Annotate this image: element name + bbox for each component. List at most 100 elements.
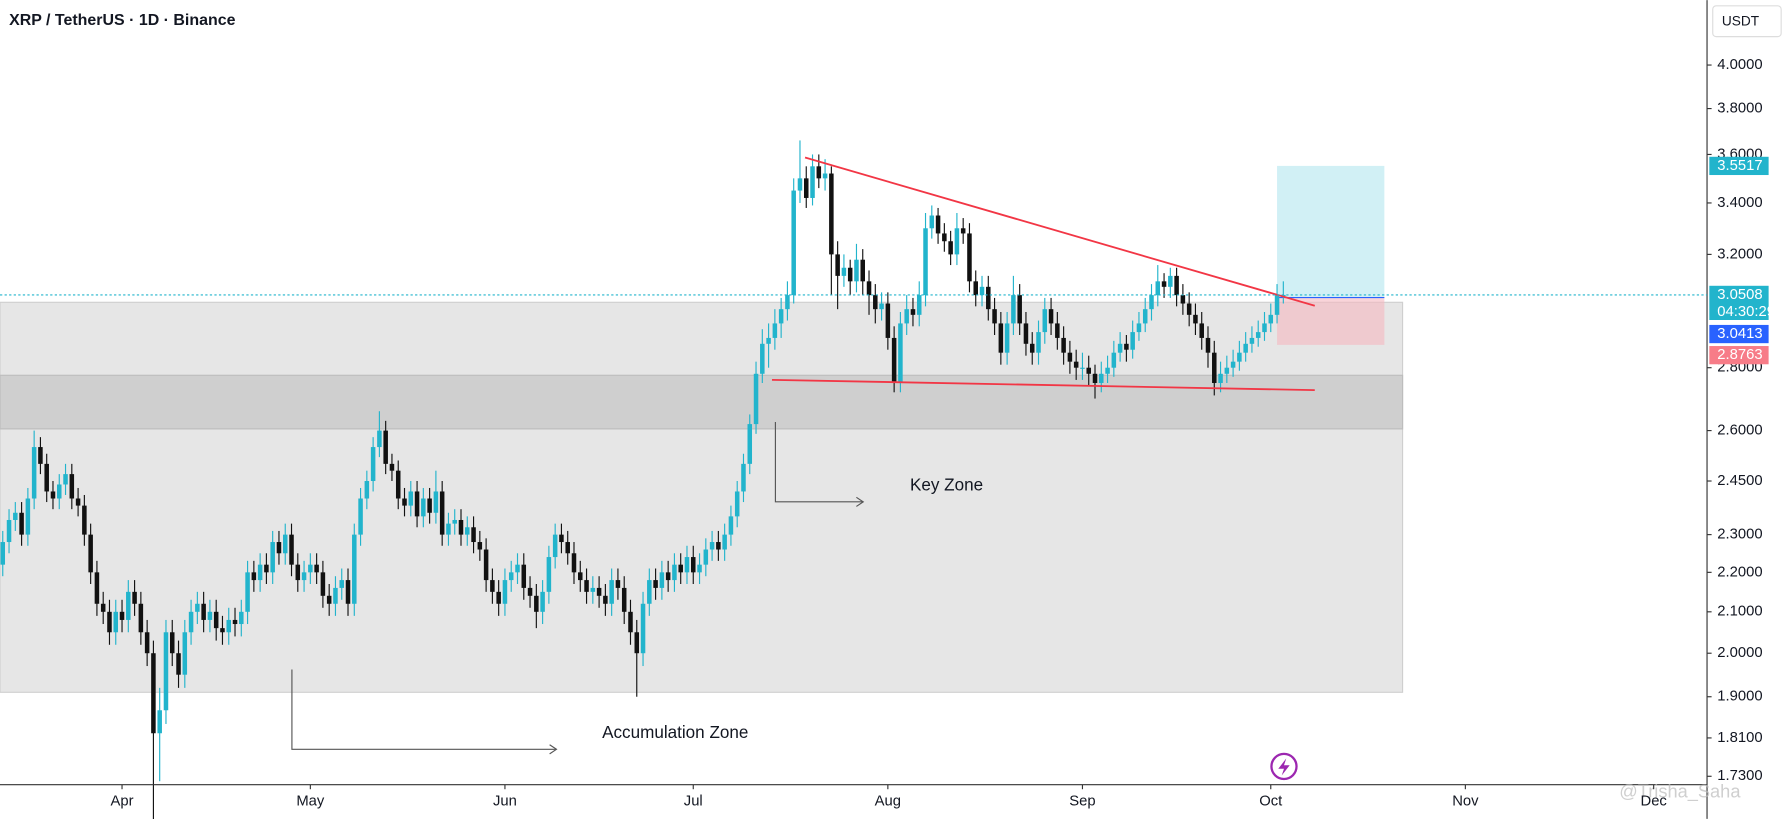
candle-body xyxy=(967,233,972,282)
candle-body xyxy=(465,527,470,535)
candle-body xyxy=(257,564,263,581)
candle-body xyxy=(345,580,351,604)
candle-body xyxy=(948,241,953,255)
candle-body xyxy=(50,491,56,499)
candle-body xyxy=(747,424,753,464)
candle-body xyxy=(835,254,840,276)
stop-zone xyxy=(1277,297,1385,345)
y-tick-label: 4.0000 xyxy=(1717,57,1762,73)
candle-body xyxy=(213,611,219,629)
candle-body xyxy=(879,303,884,310)
candle-body xyxy=(973,281,978,296)
candle-body xyxy=(75,498,81,506)
candle-body xyxy=(19,512,24,535)
candle-body xyxy=(6,519,12,543)
candle-body xyxy=(1042,309,1048,333)
candle-body xyxy=(596,587,602,596)
candle-body xyxy=(590,587,596,592)
candle-body xyxy=(678,564,683,573)
candle-body xyxy=(471,527,476,543)
candle-body xyxy=(169,632,175,654)
candle-body xyxy=(860,259,866,282)
candle-body xyxy=(1205,337,1211,353)
candle-body xyxy=(1186,303,1192,315)
y-tick-label: 1.7300 xyxy=(1717,768,1762,784)
candle-body xyxy=(1105,367,1110,374)
candle-body xyxy=(1262,323,1267,333)
candle-body xyxy=(1218,373,1223,383)
candle-body xyxy=(176,653,181,675)
watermark: @Trisha_Saha xyxy=(1619,780,1741,802)
candle-body xyxy=(929,215,935,229)
candle-body xyxy=(483,549,489,581)
candle-body xyxy=(245,572,250,612)
price-tag-label: 3.0413 xyxy=(1717,326,1762,342)
candle-body xyxy=(364,481,370,499)
candle-body xyxy=(772,323,778,338)
candle-body xyxy=(854,259,859,282)
candle-body xyxy=(408,491,414,506)
target-zone xyxy=(1277,165,1385,298)
candle-body xyxy=(88,534,93,573)
candle-body xyxy=(0,542,6,565)
candle-body xyxy=(578,572,583,581)
candle-body xyxy=(31,447,37,499)
arrow-head xyxy=(549,744,558,755)
candle-body xyxy=(251,572,257,581)
candle-body xyxy=(653,580,658,588)
candle-body xyxy=(113,611,119,633)
candle-body xyxy=(998,323,1004,353)
candle-body xyxy=(1099,373,1104,383)
candle-body xyxy=(935,215,941,234)
accumulation-arrow xyxy=(291,669,557,750)
x-tick-label: May xyxy=(296,794,325,810)
y-tick-label: 2.3000 xyxy=(1717,527,1762,543)
candle-body xyxy=(1274,295,1280,315)
candle-body xyxy=(822,173,828,179)
arrow-head xyxy=(856,496,865,507)
candle-body xyxy=(126,591,131,620)
candle-body xyxy=(672,564,677,581)
y-tick-label: 3.2000 xyxy=(1717,246,1762,262)
candle-body xyxy=(760,343,765,374)
candle-body xyxy=(1136,323,1142,333)
candle-body xyxy=(320,572,326,596)
candle-body xyxy=(691,557,696,573)
price-tag-label: 3.5517 xyxy=(1717,158,1762,174)
candle-body xyxy=(986,286,991,310)
candle-body xyxy=(1111,352,1117,368)
candle-body xyxy=(1080,367,1085,369)
candle-body xyxy=(232,619,238,625)
candle-body xyxy=(1180,295,1186,304)
candle-body xyxy=(1155,281,1161,296)
candle-body xyxy=(38,447,43,464)
key-zone-label: Key Zone xyxy=(910,475,983,494)
y-tick-label: 3.8000 xyxy=(1717,100,1762,116)
candle-body xyxy=(1149,295,1154,310)
currency-box xyxy=(1712,5,1782,38)
price-tag-label: 2.8763 xyxy=(1717,347,1762,363)
candle-body xyxy=(1067,352,1073,362)
candle-body xyxy=(515,564,520,573)
candle-body xyxy=(954,228,960,255)
candle-body xyxy=(107,611,112,633)
candle-body xyxy=(829,173,834,255)
candle-body xyxy=(446,523,451,535)
candle-body xyxy=(352,534,357,604)
countdown-label: 04:30:29 xyxy=(1717,304,1775,320)
candle-body xyxy=(866,281,872,296)
candle-body xyxy=(1011,295,1016,324)
upper-trendline xyxy=(804,156,1316,307)
candle-body xyxy=(339,580,344,588)
y-tick-label: 2.2000 xyxy=(1717,564,1762,580)
candle-body xyxy=(301,572,307,581)
candle-body xyxy=(916,295,922,315)
candle-body xyxy=(615,580,621,588)
candle-body xyxy=(220,628,225,633)
candle-body xyxy=(1142,309,1148,324)
candle-body xyxy=(741,463,746,492)
candle-body xyxy=(119,611,125,620)
candle-body xyxy=(94,572,100,604)
candle-body xyxy=(791,190,796,296)
